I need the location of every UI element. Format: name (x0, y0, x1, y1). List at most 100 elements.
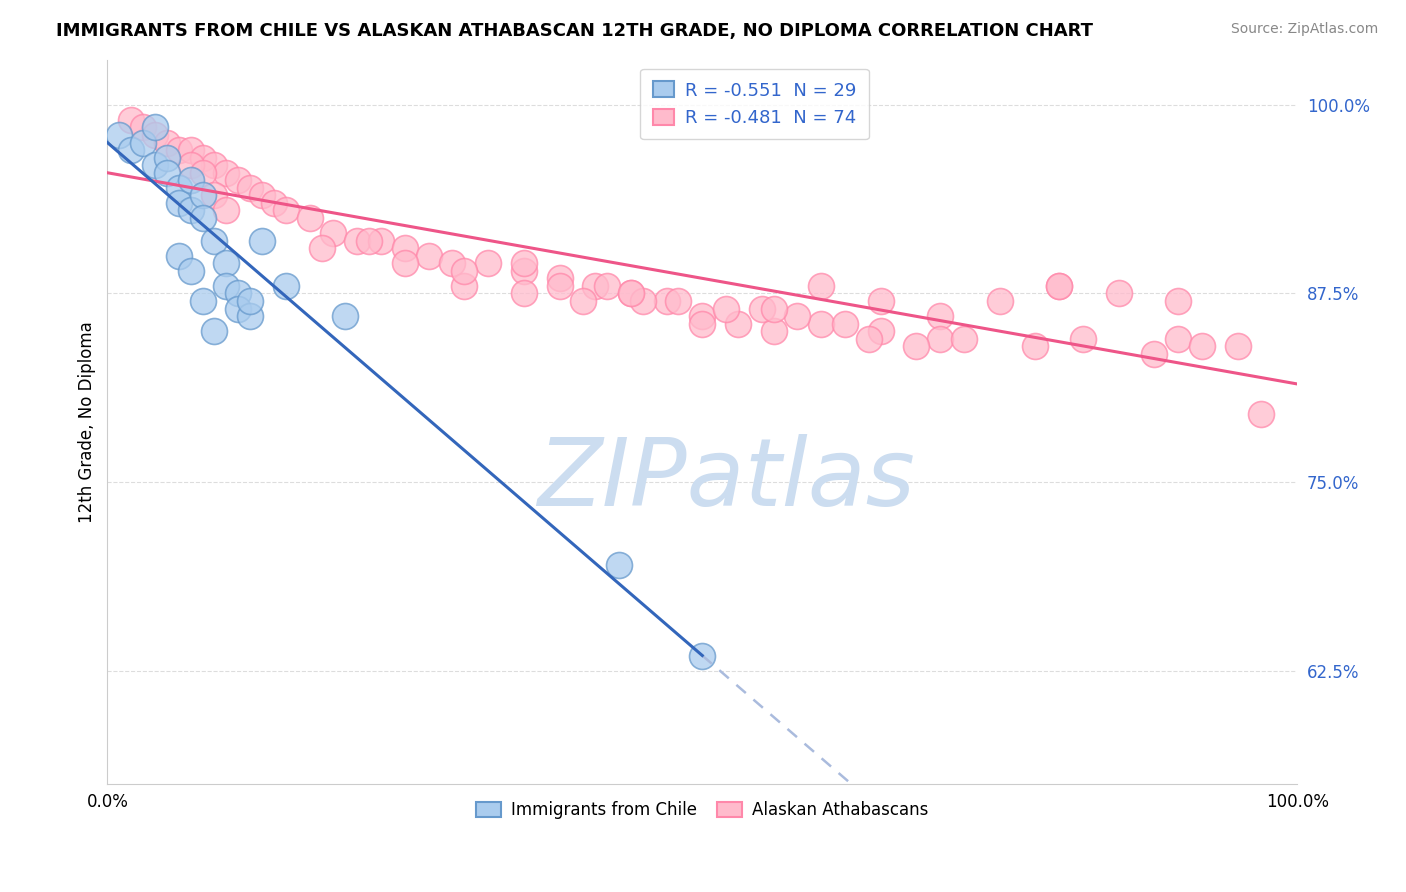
Point (167, 195, 190, 210)
Point (215, 256, 238, 270)
Point (132, 120, 155, 135)
Point (988, 293, 1011, 308)
Point (204, 324, 226, 338)
Point (132, 136, 155, 150)
Point (1167, 332, 1189, 346)
Point (226, 173, 249, 187)
Point (143, 158, 166, 172)
Point (359, 234, 381, 248)
Point (620, 286, 643, 301)
Point (120, 112, 142, 127)
Point (335, 309, 357, 323)
Point (607, 558, 630, 572)
Point (167, 181, 190, 195)
Point (786, 309, 808, 323)
Point (810, 279, 832, 293)
Point (167, 249, 190, 263)
Point (108, 128, 131, 142)
Point (834, 317, 856, 331)
Point (453, 279, 475, 293)
Point (1250, 407, 1272, 421)
Point (250, 234, 273, 248)
Point (869, 324, 891, 338)
Point (572, 293, 595, 308)
Point (1047, 279, 1070, 293)
Point (215, 166, 238, 180)
Point (274, 203, 297, 218)
Point (191, 188, 214, 202)
Point (1226, 339, 1249, 353)
Point (1071, 332, 1094, 346)
Point (762, 301, 785, 316)
Point (143, 128, 166, 142)
Point (191, 211, 214, 225)
Point (953, 332, 976, 346)
Point (191, 293, 214, 308)
Point (204, 158, 226, 172)
Point (1024, 339, 1046, 353)
Point (929, 332, 952, 346)
Point (180, 203, 202, 218)
Point (274, 279, 297, 293)
Point (322, 226, 344, 240)
Point (727, 317, 749, 331)
Point (191, 166, 214, 180)
Point (239, 181, 262, 195)
Point (905, 339, 928, 353)
Point (204, 234, 226, 248)
Point (226, 286, 249, 301)
Point (180, 264, 202, 278)
Point (215, 203, 238, 218)
Point (620, 286, 643, 301)
Point (418, 249, 440, 263)
Point (869, 293, 891, 308)
Point (477, 256, 499, 270)
Point (668, 293, 690, 308)
Point (167, 143, 190, 157)
Point (239, 293, 262, 308)
Point (204, 188, 226, 202)
Point (751, 301, 773, 316)
Point (548, 271, 571, 285)
Point (191, 151, 214, 165)
Text: ZIPatlas: ZIPatlas (537, 434, 915, 525)
Point (156, 136, 179, 150)
Point (548, 279, 571, 293)
Point (583, 279, 606, 293)
Point (655, 293, 678, 308)
Point (263, 195, 285, 210)
Point (394, 256, 416, 270)
Point (311, 241, 333, 255)
Point (631, 293, 654, 308)
Text: Source: ZipAtlas.com: Source: ZipAtlas.com (1230, 22, 1378, 37)
Point (1047, 279, 1070, 293)
Point (180, 158, 202, 172)
Point (394, 241, 416, 255)
Point (762, 324, 785, 338)
Point (1191, 339, 1213, 353)
Legend: Immigrants from Chile, Alaskan Athabascans: Immigrants from Chile, Alaskan Athabasca… (470, 795, 935, 826)
Point (596, 279, 619, 293)
Point (513, 286, 536, 301)
Point (929, 309, 952, 323)
Point (1167, 293, 1189, 308)
Y-axis label: 12th Grade, No Diploma: 12th Grade, No Diploma (79, 321, 96, 523)
Point (226, 301, 249, 316)
Point (143, 120, 166, 135)
Point (513, 256, 536, 270)
Point (690, 317, 713, 331)
Point (156, 151, 179, 165)
Point (180, 173, 202, 187)
Point (690, 309, 713, 323)
Text: IMMIGRANTS FROM CHILE VS ALASKAN ATHABASCAN 12TH GRADE, NO DIPLOMA CORRELATION C: IMMIGRANTS FROM CHILE VS ALASKAN ATHABAS… (56, 22, 1094, 40)
Point (370, 234, 392, 248)
Point (513, 264, 536, 278)
Point (858, 332, 880, 346)
Point (453, 264, 475, 278)
Point (714, 301, 737, 316)
Point (346, 234, 368, 248)
Point (298, 211, 321, 225)
Point (156, 166, 179, 180)
Point (239, 309, 262, 323)
Point (215, 279, 238, 293)
